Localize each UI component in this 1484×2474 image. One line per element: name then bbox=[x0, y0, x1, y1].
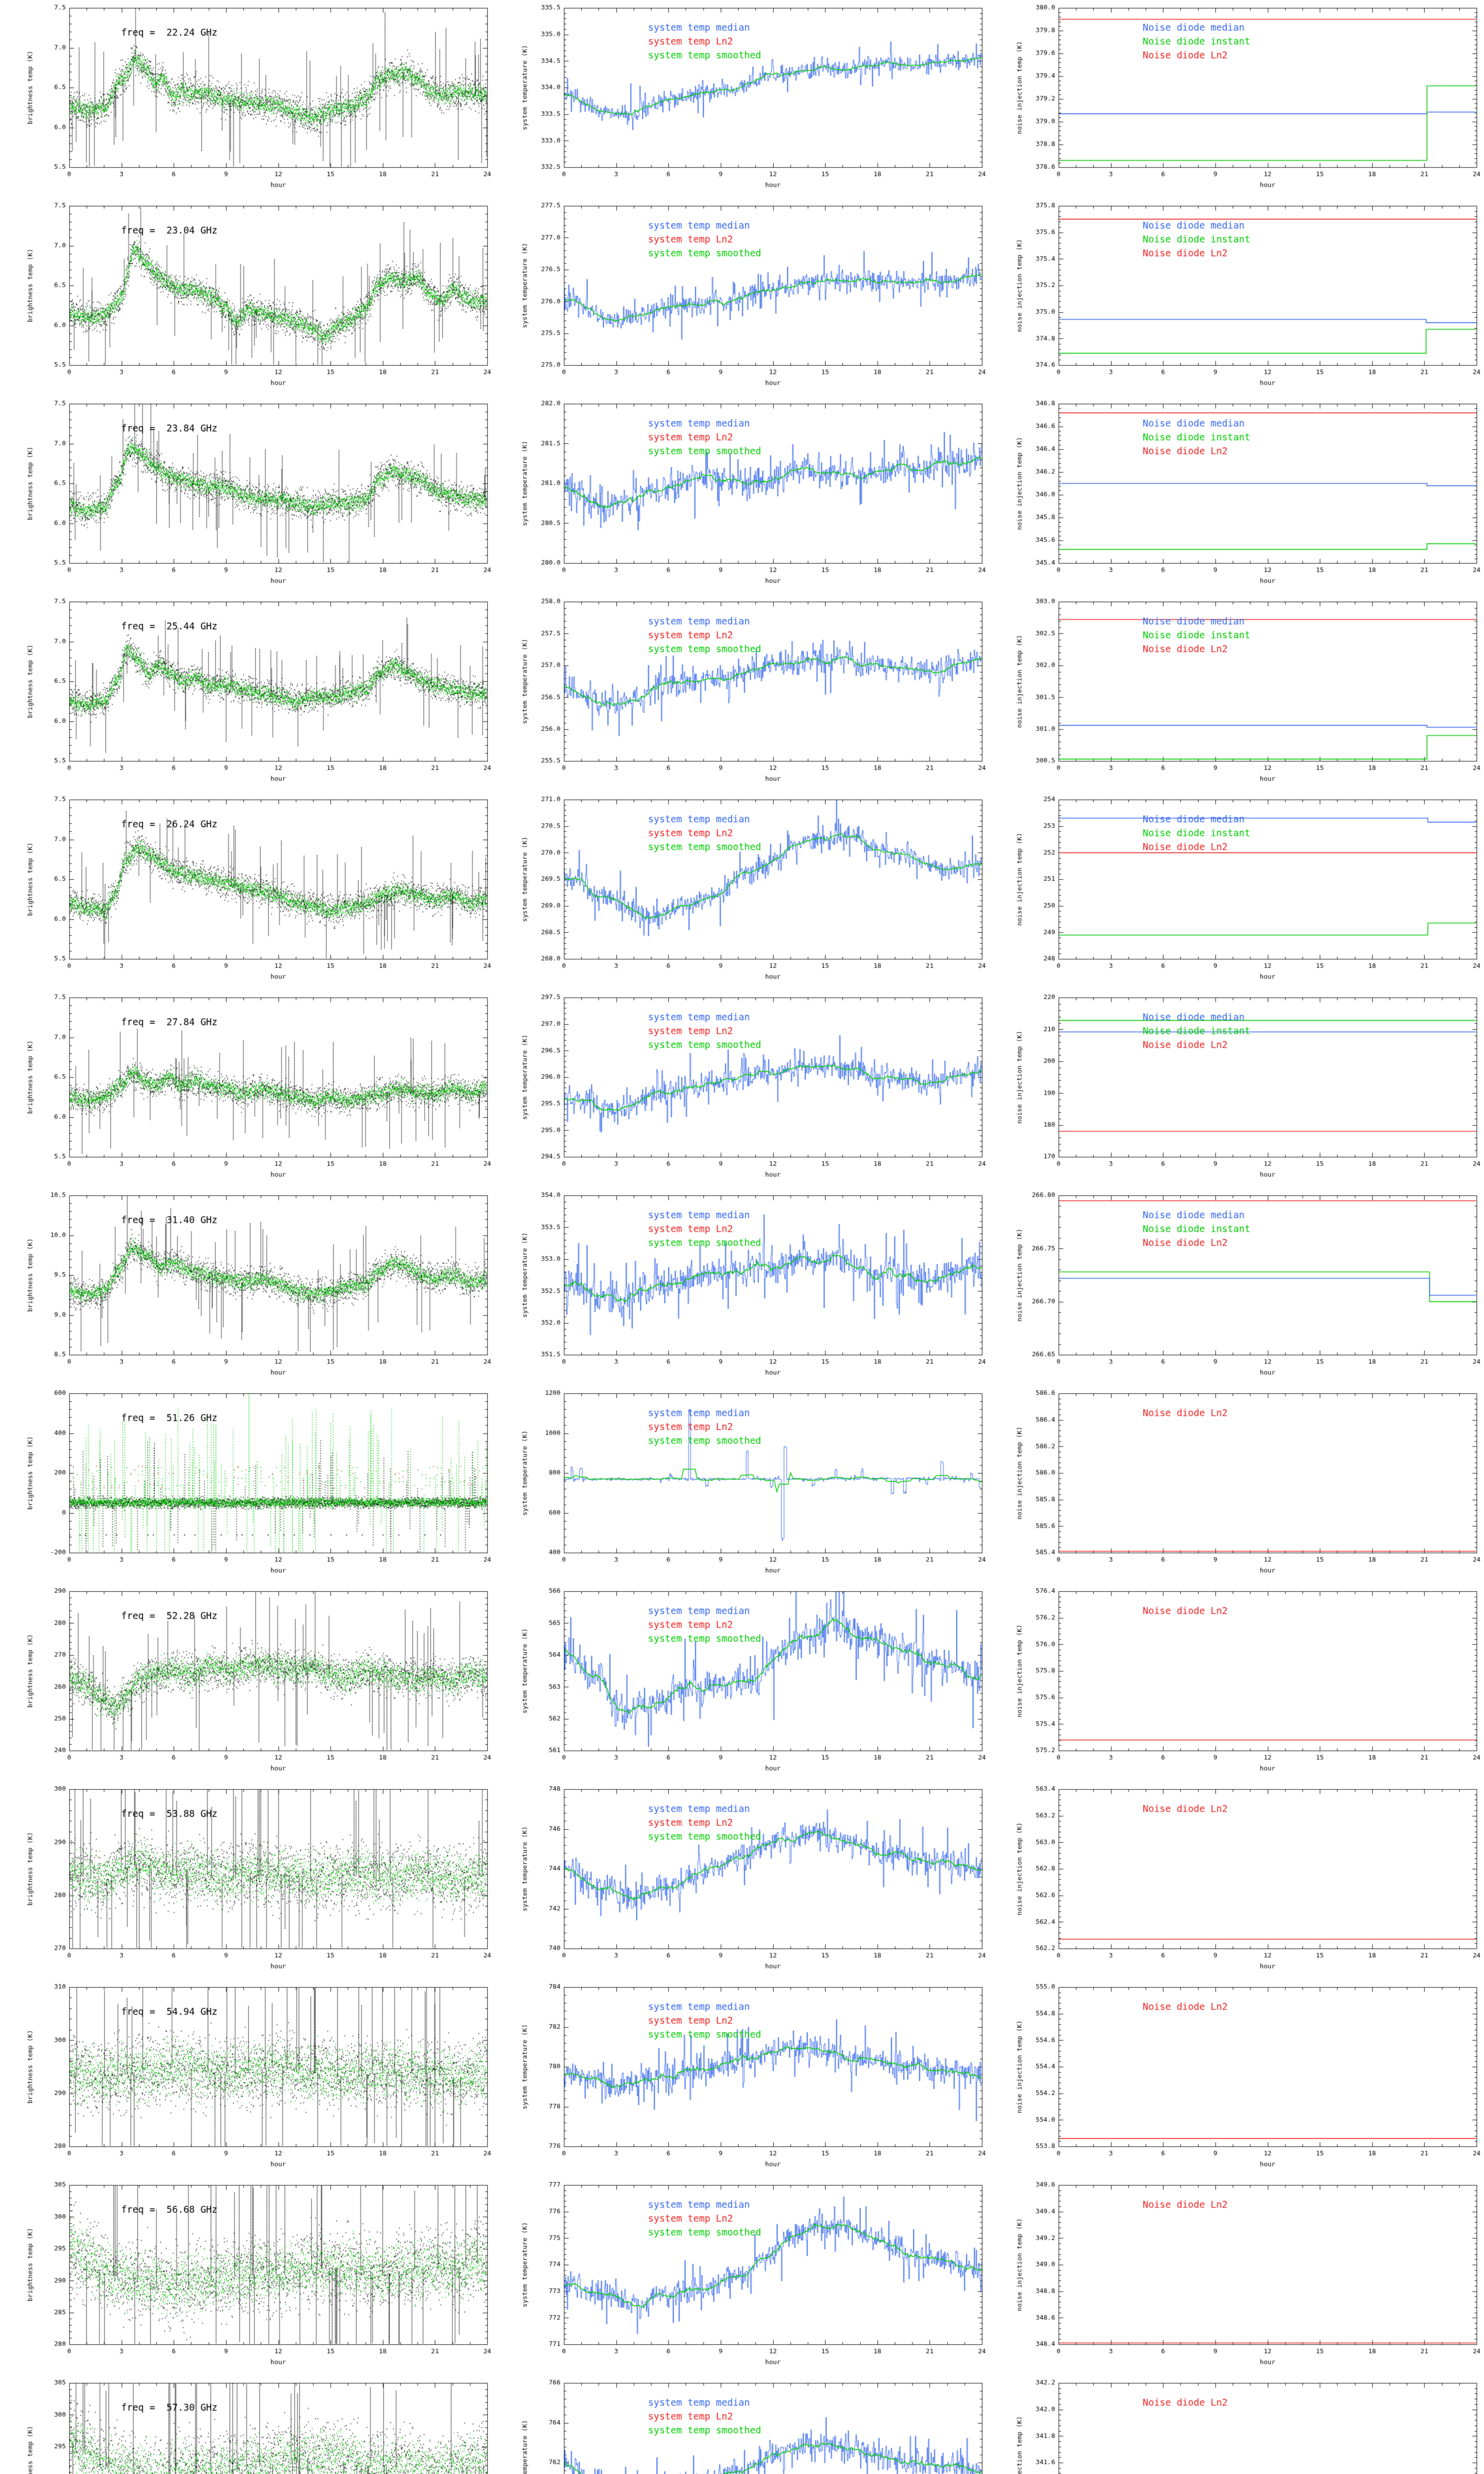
system-temp-plot-row7 bbox=[495, 1188, 989, 1385]
system-temp-plot-row6 bbox=[495, 990, 989, 1188]
noise-diode-plot-row6 bbox=[989, 990, 1484, 1188]
system-temp-plot-row11 bbox=[495, 1979, 989, 2177]
noise-diode-plot-row7 bbox=[989, 1188, 1484, 1385]
noise-diode-plot-row2 bbox=[989, 198, 1484, 396]
noise-diode-plot-row1 bbox=[989, 0, 1484, 198]
brightness-plot-row9 bbox=[0, 1583, 495, 1781]
brightness-plot-row13 bbox=[0, 2375, 495, 2474]
brightness-plot-row4 bbox=[0, 594, 495, 792]
system-temp-plot-row4 bbox=[495, 594, 989, 792]
noise-diode-plot-row8 bbox=[989, 1385, 1484, 1583]
brightness-plot-row12 bbox=[0, 2177, 495, 2375]
system-temp-plot-row8 bbox=[495, 1385, 989, 1583]
noise-diode-plot-row4 bbox=[989, 594, 1484, 792]
brightness-plot-row6 bbox=[0, 990, 495, 1188]
noise-diode-plot-row5 bbox=[989, 792, 1484, 990]
noise-diode-plot-row9 bbox=[989, 1583, 1484, 1781]
noise-diode-plot-row3 bbox=[989, 396, 1484, 594]
brightness-plot-row7 bbox=[0, 1188, 495, 1385]
system-temp-plot-row13 bbox=[495, 2375, 989, 2474]
system-temp-plot-row3 bbox=[495, 396, 989, 594]
noise-diode-plot-row10 bbox=[989, 1781, 1484, 1979]
noise-diode-plot-row11 bbox=[989, 1979, 1484, 2177]
system-temp-plot-row12 bbox=[495, 2177, 989, 2375]
brightness-plot-row10 bbox=[0, 1781, 495, 1979]
brightness-plot-row11 bbox=[0, 1979, 495, 2177]
brightness-plot-row2 bbox=[0, 198, 495, 396]
brightness-plot-row5 bbox=[0, 792, 495, 990]
brightness-plot-row3 bbox=[0, 396, 495, 594]
system-temp-plot-row5 bbox=[495, 792, 989, 990]
noise-diode-plot-row13 bbox=[989, 2375, 1484, 2474]
system-temp-plot-row2 bbox=[495, 198, 989, 396]
brightness-plot-row8 bbox=[0, 1385, 495, 1583]
system-temp-plot-row10 bbox=[495, 1781, 989, 1979]
noise-diode-plot-row12 bbox=[989, 2177, 1484, 2375]
system-temp-plot-row9 bbox=[495, 1583, 989, 1781]
brightness-plot-row1 bbox=[0, 0, 495, 198]
system-temp-plot-row1 bbox=[495, 0, 989, 198]
